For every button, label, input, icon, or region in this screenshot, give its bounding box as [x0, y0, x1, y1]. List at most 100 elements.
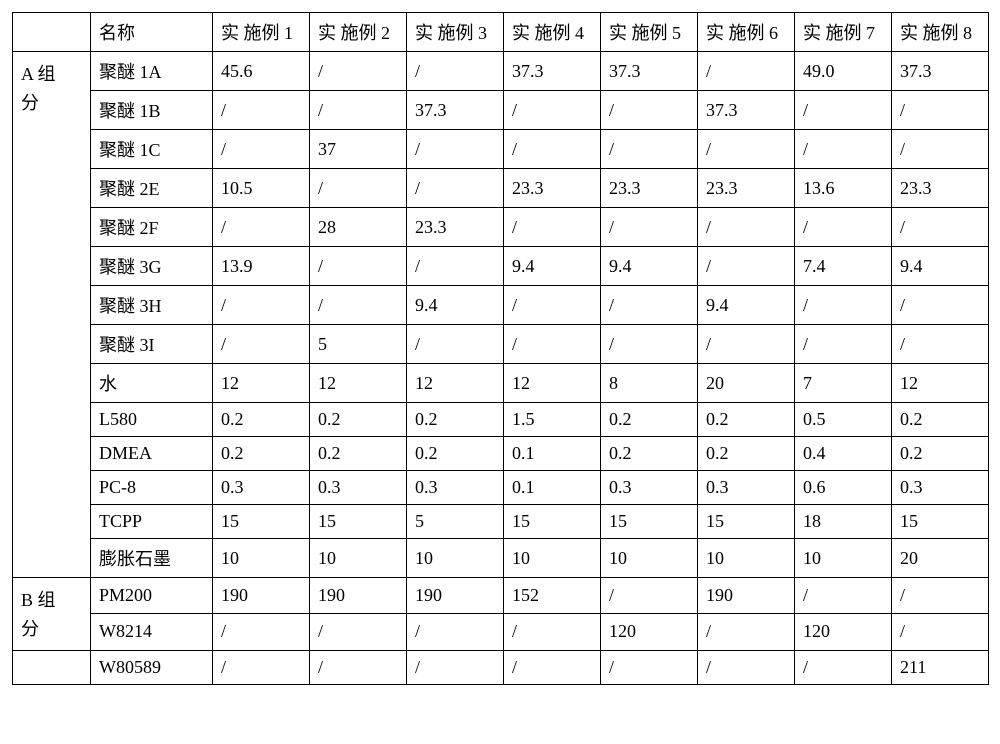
cell: 9.4 [892, 247, 989, 286]
cell: 45.6 [213, 52, 310, 91]
group-blank [13, 650, 91, 684]
group-a-label-1b: 组 [38, 64, 56, 84]
cell: / [504, 208, 601, 247]
cell: / [892, 208, 989, 247]
row-name: PC-8 [91, 471, 213, 505]
cell: / [892, 91, 989, 130]
cell: 10 [698, 539, 795, 578]
cell: 120 [601, 614, 698, 650]
cell: / [698, 52, 795, 91]
cell: 0.3 [407, 471, 504, 505]
cell: 0.2 [698, 437, 795, 471]
header-row: 名称 实 施例 1 实 施例 2 实 施例 3 实 施例 4 实 施例 5 实 … [13, 13, 989, 52]
cell: / [698, 325, 795, 364]
cell: 20 [698, 364, 795, 403]
cell: / [795, 208, 892, 247]
cell: 12 [213, 364, 310, 403]
cell: 0.3 [310, 471, 407, 505]
cell: 18 [795, 505, 892, 539]
group-b-label-1: B [21, 590, 38, 610]
row-name: TCPP [91, 505, 213, 539]
row-name: 聚醚 2E [91, 169, 213, 208]
table-row: B 组 分 PM200 190190190152/190// [13, 578, 989, 614]
cell: 9.4 [504, 247, 601, 286]
cell: 7 [795, 364, 892, 403]
cell: 0.2 [892, 403, 989, 437]
cell: 0.5 [795, 403, 892, 437]
data-table: 名称 实 施例 1 实 施例 2 实 施例 3 实 施例 4 实 施例 5 实 … [12, 12, 989, 685]
cell: 0.3 [892, 471, 989, 505]
header-ex3: 实 施例 3 [407, 13, 504, 52]
cell: 190 [698, 578, 795, 614]
cell: / [601, 208, 698, 247]
group-a-label-1: A [21, 64, 38, 84]
cell: 211 [892, 650, 989, 684]
cell: / [698, 130, 795, 169]
cell: / [892, 130, 989, 169]
cell: / [407, 169, 504, 208]
cell: / [310, 247, 407, 286]
cell: / [407, 650, 504, 684]
row-name: 聚醚 2F [91, 208, 213, 247]
cell: / [407, 130, 504, 169]
cell: 13.9 [213, 247, 310, 286]
cell: 15 [310, 505, 407, 539]
cell: / [601, 650, 698, 684]
row-name: 聚醚 3G [91, 247, 213, 286]
row-name: 聚醚 3I [91, 325, 213, 364]
cell: 23.3 [698, 169, 795, 208]
table-row: 聚醚 3G 13.9//9.49.4/7.49.4 [13, 247, 989, 286]
cell: / [698, 247, 795, 286]
cell: 15 [213, 505, 310, 539]
cell: 5 [310, 325, 407, 364]
cell: 9.4 [698, 286, 795, 325]
cell: / [310, 650, 407, 684]
row-name: PM200 [91, 578, 213, 614]
cell: 0.2 [698, 403, 795, 437]
row-name: 水 [91, 364, 213, 403]
cell: 0.2 [310, 437, 407, 471]
cell: 10 [213, 539, 310, 578]
row-name: 聚醚 1A [91, 52, 213, 91]
cell: / [213, 650, 310, 684]
cell: 0.3 [698, 471, 795, 505]
table-row: 聚醚 3I /5////// [13, 325, 989, 364]
cell: / [310, 91, 407, 130]
group-a-label-2: 分 [21, 93, 39, 113]
cell: / [310, 614, 407, 650]
header-ex7: 实 施例 7 [795, 13, 892, 52]
cell: 8 [601, 364, 698, 403]
cell: 10.5 [213, 169, 310, 208]
cell: / [601, 286, 698, 325]
row-name: W80589 [91, 650, 213, 684]
table-row: 膨胀石墨 1010101010101020 [13, 539, 989, 578]
cell: 190 [213, 578, 310, 614]
cell: 15 [504, 505, 601, 539]
cell: / [213, 614, 310, 650]
cell: 13.6 [795, 169, 892, 208]
header-ex4: 实 施例 4 [504, 13, 601, 52]
cell: 0.3 [601, 471, 698, 505]
table-row: 聚醚 1B //37.3//37.3// [13, 91, 989, 130]
cell: / [504, 130, 601, 169]
cell: 1.5 [504, 403, 601, 437]
table-row: TCPP 151551515151815 [13, 505, 989, 539]
cell: 5 [407, 505, 504, 539]
cell: / [601, 578, 698, 614]
cell: 0.2 [213, 403, 310, 437]
cell: / [407, 614, 504, 650]
cell: 7.4 [795, 247, 892, 286]
cell: / [310, 286, 407, 325]
cell: 10 [795, 539, 892, 578]
table-row: PC-8 0.30.30.30.10.30.30.60.3 [13, 471, 989, 505]
row-name: 膨胀石墨 [91, 539, 213, 578]
cell: / [504, 91, 601, 130]
table-row: 聚醚 1C /37////// [13, 130, 989, 169]
cell: 12 [892, 364, 989, 403]
cell: 49.0 [795, 52, 892, 91]
cell: / [601, 91, 698, 130]
table-row: 水 12121212820712 [13, 364, 989, 403]
cell: 0.2 [310, 403, 407, 437]
cell: 0.3 [213, 471, 310, 505]
table-row: 聚醚 2E 10.5//23.323.323.313.623.3 [13, 169, 989, 208]
